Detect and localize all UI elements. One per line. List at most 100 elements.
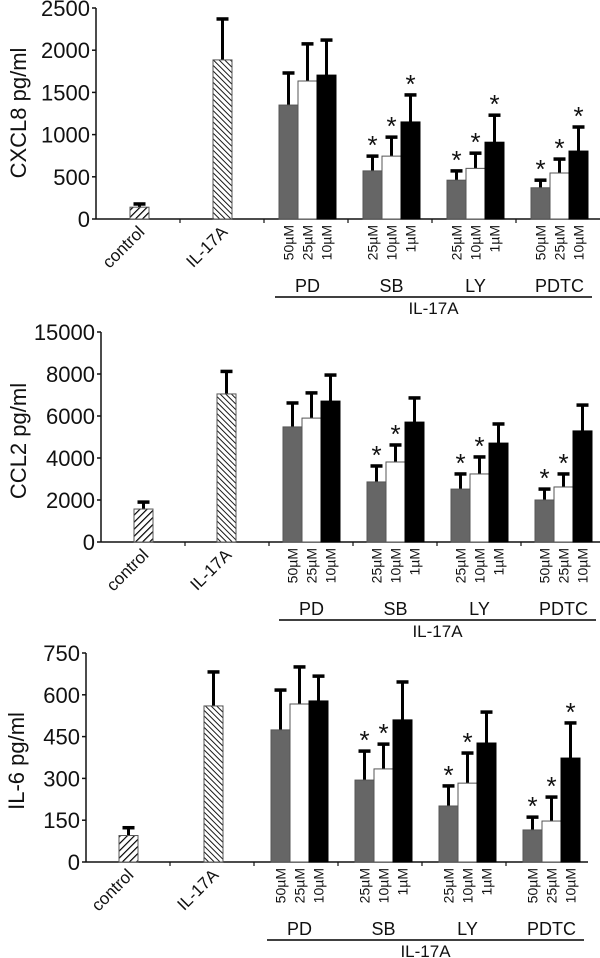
dose-label: 1µM — [403, 225, 419, 253]
dose-label: 25µM — [552, 225, 568, 260]
significance-marker: * — [474, 431, 484, 461]
y-tick-label: 300 — [43, 766, 80, 791]
dose-label: 10µM — [388, 548, 404, 583]
y-tick-label: 2000 — [41, 38, 90, 63]
group-bracket-label: IL-17A — [408, 299, 459, 316]
significance-marker: * — [451, 145, 461, 175]
dose-label: 25µM — [304, 548, 320, 583]
significance-marker: * — [535, 154, 545, 184]
bar-sb-2 — [400, 121, 421, 220]
significance-marker: * — [558, 448, 568, 478]
bar-pdtc-2 — [572, 430, 593, 543]
group-label: PDTC — [535, 276, 584, 296]
bar-pdtc-1 — [553, 486, 574, 543]
dose-label: 50µM — [285, 548, 301, 583]
dose-label: 10µM — [319, 225, 335, 260]
bar-il-17a — [203, 705, 224, 863]
significance-marker: * — [554, 133, 564, 163]
bar-il-17a — [216, 393, 237, 543]
significance-marker: * — [565, 697, 575, 727]
dose-label: 10µM — [563, 868, 579, 903]
dose-label: 10µM — [575, 548, 591, 583]
y-axis-label: IL-6 pg/ml — [4, 712, 29, 810]
bar-ly-2 — [488, 442, 509, 543]
dose-label: 50µM — [273, 868, 289, 903]
dose-label: 50µM — [525, 868, 541, 903]
y-tick-label: 450 — [43, 725, 80, 750]
x-category-label: control — [99, 222, 149, 272]
dose-label: 25µM — [292, 868, 308, 903]
y-tick-label: 500 — [53, 165, 90, 190]
bar-ly-0 — [450, 488, 471, 543]
ccl2-chart: 0 2000 4000 6000 8000 15000 CCL2 pg/ml control I… — [6, 320, 600, 637]
bar-ly-1 — [469, 473, 490, 543]
dose-label: 25µM — [449, 225, 465, 260]
bar-ly-0 — [446, 179, 467, 220]
y-tick-label: 1500 — [41, 80, 90, 105]
group-label: SB — [371, 919, 395, 939]
dose-label: 1µM — [487, 225, 503, 253]
bar-pdtc-2 — [560, 757, 581, 863]
bar-control — [133, 508, 154, 543]
bar-sb-1 — [385, 461, 406, 543]
bar-ly-1 — [457, 782, 478, 863]
dose-label: 25µM — [369, 548, 385, 583]
bar-pd-2 — [316, 74, 337, 220]
group-bracket-label: IL-17A — [400, 942, 451, 958]
dose-label: 25µM — [300, 225, 316, 260]
significance-marker: * — [573, 101, 583, 131]
y-tick-label: 750 — [43, 641, 80, 666]
dose-label: 25µM — [357, 868, 373, 903]
bar-pdtc-0 — [530, 187, 551, 220]
bar-pd-0 — [278, 104, 299, 220]
bar-pd-2 — [308, 700, 329, 863]
bar-pd-1 — [301, 417, 322, 543]
bar-pdtc-0 — [534, 499, 555, 543]
significance-marker: * — [443, 760, 453, 790]
bar-il-17a — [212, 59, 233, 220]
group-label: PD — [299, 599, 324, 619]
significance-marker: * — [359, 725, 369, 755]
y-tick-label: 4000 — [46, 446, 95, 471]
bar-sb-2 — [392, 719, 413, 863]
y-tick-label: 150 — [43, 808, 80, 833]
significance-marker: * — [546, 771, 556, 801]
y-axis-label: CXCL8 pg/ml — [6, 48, 31, 179]
significance-marker: * — [378, 718, 388, 748]
significance-marker: * — [489, 89, 499, 119]
x-category-label: IL-17A — [173, 865, 222, 914]
dose-label: 10µM — [311, 868, 327, 903]
group-label: PD — [295, 276, 320, 296]
dose-label: 10µM — [571, 225, 587, 260]
y-tick-label: 8000 — [46, 362, 95, 387]
y-tick-label: 0 — [78, 207, 90, 232]
dose-label: 1µM — [479, 868, 495, 896]
cxcl8-chart: 0 500 1000 1500 2000 2500 CXCL8 pg/ml control IL… — [6, 0, 600, 316]
dose-label: 10µM — [323, 548, 339, 583]
group-label: PDTC — [527, 919, 576, 939]
dose-label: 10µM — [460, 868, 476, 903]
dose-label: 1µM — [491, 548, 507, 576]
significance-marker: * — [386, 111, 396, 141]
dose-label: 25µM — [441, 868, 457, 903]
group-label: PD — [287, 919, 312, 939]
bar-pd-0 — [270, 729, 291, 863]
dose-label: 50µM — [537, 548, 553, 583]
dose-label: 1µM — [407, 548, 423, 576]
bar-pd-1 — [297, 80, 318, 220]
group-label: LY — [469, 599, 490, 619]
bar-sb-1 — [373, 768, 394, 863]
bar-control — [129, 206, 150, 220]
bar-sb-2 — [404, 421, 425, 543]
bar-ly-2 — [476, 742, 497, 863]
dose-label: 1µM — [395, 868, 411, 896]
il6-chart: 0 150 300 450 600 750 IL-6 pg/ml control IL-17A 5… — [4, 641, 588, 958]
y-tick-label: 0 — [68, 850, 80, 875]
bar-pdtc-2 — [568, 150, 589, 220]
bar-pd-0 — [282, 426, 303, 543]
group-bracket-label: IL-17A — [412, 622, 463, 637]
group-label: SB — [383, 599, 407, 619]
dose-label: 10µM — [384, 225, 400, 260]
y-tick-label: 2000 — [46, 488, 95, 513]
